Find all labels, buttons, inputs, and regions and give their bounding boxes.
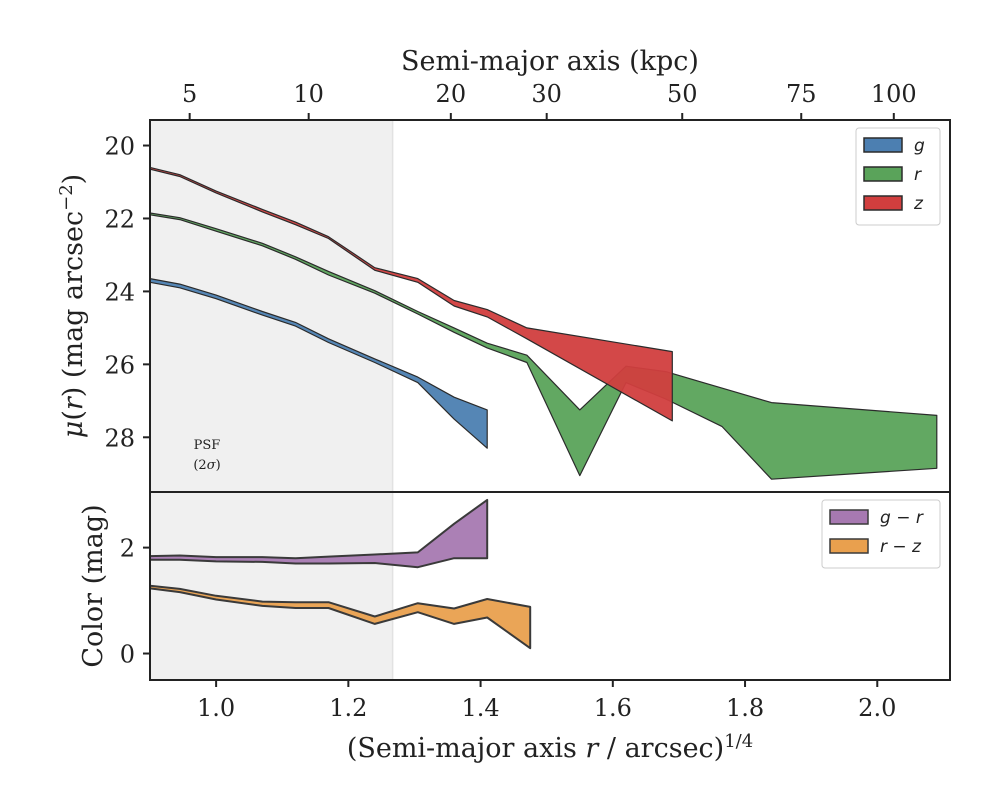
band-g-minus-r bbox=[149, 498, 489, 569]
band-z bbox=[149, 166, 673, 422]
top-x-tick-label: 5 bbox=[182, 80, 197, 108]
legend-label: g − r bbox=[880, 508, 924, 528]
main-panel: 20 22 24 26 28 5 10 20 30 50 75 100 grz PSF (2σ) bbox=[104, 80, 951, 493]
bottom-x-tick-label: 2.0 bbox=[858, 694, 896, 722]
band-r bbox=[149, 212, 938, 480]
top-x-tick-label: 10 bbox=[293, 80, 324, 108]
legend-label: r bbox=[914, 165, 922, 185]
psf-shade-color bbox=[150, 492, 393, 680]
bottom-x-tick-label: 1.2 bbox=[329, 694, 367, 722]
bottom-x-ticks: 1.0 1.2 1.4 1.6 1.8 2.0 bbox=[197, 680, 896, 722]
color-series bbox=[149, 498, 532, 650]
bottom-x-axis-title: (Semi-major axis r / arcsec)1/4 bbox=[347, 731, 753, 764]
legend-swatch bbox=[829, 509, 869, 525]
legend-swatch bbox=[863, 166, 903, 182]
top-x-tick-label: 50 bbox=[667, 80, 698, 108]
main-legend: grz bbox=[855, 127, 941, 226]
legend-label: g bbox=[914, 136, 925, 156]
main-y-tick-label: 26 bbox=[104, 351, 135, 379]
color-y-tick-label: 2 bbox=[120, 535, 135, 563]
bottom-x-tick-label: 1.0 bbox=[197, 694, 235, 722]
psf-shade-main bbox=[150, 120, 393, 492]
band-g bbox=[149, 278, 488, 449]
top-x-ticks: 5 10 20 30 50 75 100 bbox=[182, 80, 917, 120]
color-legend: g − r r − z bbox=[821, 499, 941, 569]
main-y-axis-title: μ(r) (mag arcsec−2) bbox=[56, 174, 89, 438]
main-y-tick-label: 28 bbox=[104, 424, 135, 452]
legend-label: z bbox=[913, 194, 924, 214]
main-y-tick-label: 22 bbox=[104, 205, 135, 233]
main-y-ticks: 20 22 24 26 28 bbox=[104, 133, 150, 452]
surface-brightness-series bbox=[149, 166, 938, 480]
main-y-tick-label: 24 bbox=[104, 278, 135, 306]
legend-swatch bbox=[863, 137, 903, 153]
color-panel: 02 1.0 1.2 1.4 1.6 1.8 2.0 g − rr − z bbox=[120, 491, 951, 722]
main-y-tick-label: 20 bbox=[104, 133, 135, 161]
band-r-minus-z bbox=[149, 584, 532, 650]
bottom-x-tick-label: 1.4 bbox=[461, 694, 499, 722]
color-panel-frame bbox=[149, 491, 951, 681]
bottom-x-tick-label: 1.6 bbox=[594, 694, 632, 722]
top-x-tick-label: 100 bbox=[871, 80, 917, 108]
psf-annotation-line2: (2σ) bbox=[193, 458, 220, 473]
color-y-tick-label: 0 bbox=[120, 641, 135, 669]
top-x-tick-label: 75 bbox=[786, 80, 817, 108]
color-y-ticks: 02 bbox=[120, 535, 150, 669]
top-x-tick-label: 30 bbox=[531, 80, 562, 108]
top-x-axis-title: Semi-major axis (kpc) bbox=[401, 46, 699, 77]
bottom-x-tick-label: 1.8 bbox=[726, 694, 764, 722]
legend-swatch bbox=[829, 538, 869, 554]
legend-swatch bbox=[863, 195, 903, 211]
color-y-axis-title: Color (mag) bbox=[78, 504, 109, 667]
psf-annotation-line1: PSF bbox=[194, 438, 221, 453]
legend-label: r − z bbox=[880, 537, 922, 557]
top-x-tick-label: 20 bbox=[436, 80, 467, 108]
